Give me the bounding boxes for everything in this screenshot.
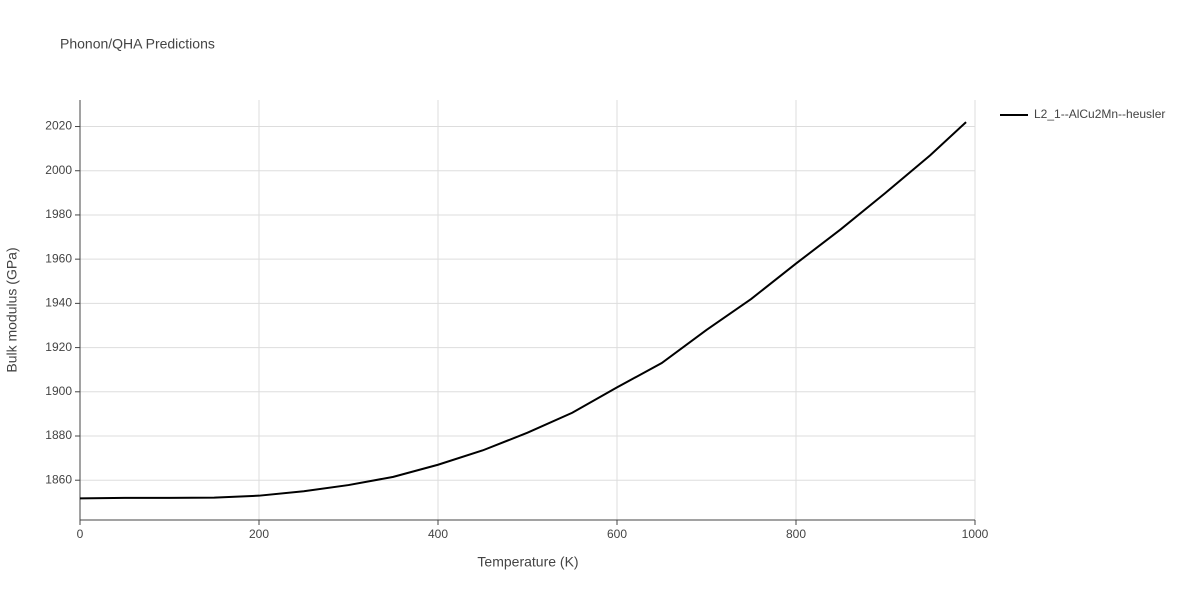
- x-tick-label: 200: [249, 527, 269, 541]
- y-tick-label: 1880: [45, 428, 72, 442]
- y-tick-label: 1900: [45, 384, 72, 398]
- y-tick-label: 1920: [45, 340, 72, 354]
- y-tick-label: 2020: [45, 119, 72, 133]
- x-tick-label: 0: [77, 527, 84, 541]
- x-tick-label: 800: [786, 527, 806, 541]
- legend-label: L2_1--AlCu2Mn--heusler: [1034, 107, 1165, 121]
- line: [79, 121, 967, 500]
- chart-title: Phonon/QHA Predictions: [60, 36, 215, 52]
- x-tick-label: 400: [428, 527, 448, 541]
- x-tick-label: 600: [607, 527, 627, 541]
- x-axis-label: Temperature (K): [477, 554, 578, 570]
- y-tick-label: 1860: [45, 472, 72, 486]
- y-tick-label: 1960: [45, 251, 72, 265]
- y-tick-label: 1940: [45, 296, 72, 310]
- x-tick-label: 1000: [962, 527, 989, 541]
- y-tick-label: 2000: [45, 163, 72, 177]
- y-tick-label: 1980: [45, 207, 72, 221]
- y-axis-label: Bulk modulus (GPa): [4, 247, 20, 372]
